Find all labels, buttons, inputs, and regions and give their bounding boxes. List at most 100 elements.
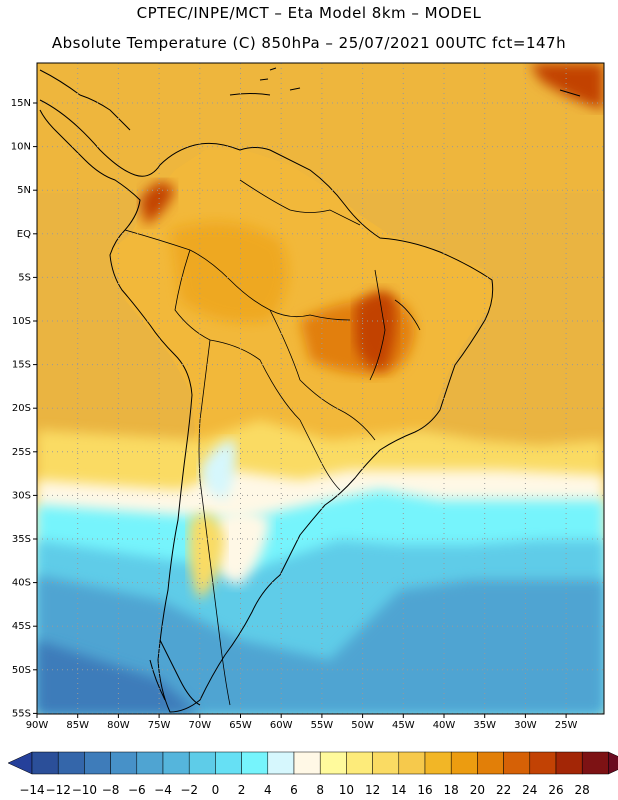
lat-label: 25S xyxy=(12,447,31,458)
lat-label: 50S xyxy=(12,665,31,676)
border-brazil-paraguay xyxy=(269,309,376,441)
lat-label: 5N xyxy=(17,185,31,196)
colorbar-label: 0 xyxy=(212,783,220,797)
map-frame xyxy=(36,62,605,715)
border-venezuela-guyana xyxy=(239,179,361,226)
colorbar-label: −4 xyxy=(154,783,172,797)
lat-label: 35S xyxy=(12,534,31,545)
colorbar-box xyxy=(31,751,59,775)
border-north xyxy=(124,229,351,321)
border-brazil-states xyxy=(369,269,421,381)
colorbar-box xyxy=(424,751,452,775)
lat-label: 10S xyxy=(12,316,31,327)
colorbar-label: 22 xyxy=(496,783,511,797)
lat-lon-grid xyxy=(37,63,604,714)
lon-label: 60W xyxy=(270,720,293,731)
latitude-labels: 15N 10N 5N EQ 5S 10S 15S 20S 25S 30S 35S 40S 45S 50S 5… xyxy=(11,98,37,719)
colorbar-label: 4 xyxy=(264,783,272,797)
lon-label: 30W xyxy=(514,720,537,731)
coastlines xyxy=(39,67,581,713)
central-america-coast xyxy=(39,69,131,131)
colorbar-label: −10 xyxy=(72,783,97,797)
colorbar-label: 2 xyxy=(238,783,246,797)
lat-label: 30S xyxy=(12,490,31,501)
lat-label: 15N xyxy=(11,98,31,109)
colorbar-label: 12 xyxy=(365,783,380,797)
colorbar-box xyxy=(398,751,426,775)
colorbar-label: 26 xyxy=(548,783,563,797)
lon-label: 85W xyxy=(66,720,89,731)
lon-label: 45W xyxy=(392,720,415,731)
colorbar-box xyxy=(188,751,216,775)
colorbar-label: −12 xyxy=(46,783,71,797)
colorbar-box xyxy=(450,751,478,775)
lon-label: 80W xyxy=(107,720,130,731)
temperature-field xyxy=(37,63,604,714)
lat-label: 5S xyxy=(18,272,31,283)
lon-label: 70W xyxy=(188,720,211,731)
colorbar-label: 6 xyxy=(290,783,298,797)
colorbar-box xyxy=(136,751,164,775)
hottest-interior-field xyxy=(355,291,397,370)
colorbar-label: −2 xyxy=(180,783,198,797)
colorbar-label: −6 xyxy=(128,783,146,797)
colorbar-label: 24 xyxy=(522,783,537,797)
lat-label: EQ xyxy=(17,229,31,240)
colorbar-box xyxy=(529,751,557,775)
lon-label: 35W xyxy=(473,720,496,731)
colorbar-low-arrow xyxy=(7,751,33,775)
colorbar-box xyxy=(293,751,321,775)
very-cold-band xyxy=(37,575,604,714)
lon-label: 55W xyxy=(311,720,334,731)
title-line-1: CPTEC/INPE/MCT – Eta Model 8km – MODEL xyxy=(136,4,482,22)
border-uruguay xyxy=(299,419,341,491)
lon-label: 25W xyxy=(555,720,578,731)
longitude-labels: 90W 85W 80W 75W 70W 65W 60W 55W 50W 45W 40W 35W 30W 2… xyxy=(26,714,578,731)
colorbar-box xyxy=(57,751,85,775)
chile-warm-strip xyxy=(188,513,225,600)
lon-label: 90W xyxy=(26,720,49,731)
lon-label: 65W xyxy=(229,720,252,731)
colorbar-label: 18 xyxy=(444,783,459,797)
colorbar-box xyxy=(319,751,347,775)
lat-label: 10N xyxy=(11,142,31,153)
island-outlines xyxy=(259,67,581,97)
colorbar: −14 −12 −10 −8 −6 −4 −2 0 2 4 6 8 10 12 14 16 18 20 22 24 26… xyxy=(7,751,618,797)
south-america-coast xyxy=(39,99,494,713)
lon-label: 50W xyxy=(351,720,374,731)
temperature-map: 15N 10N 5N EQ 5S 10S 15S 20S 25S 30S 35S 40S 45S 50S 5… xyxy=(11,62,605,731)
colorbar-label: 14 xyxy=(391,783,406,797)
colorbar-box xyxy=(372,751,400,775)
lat-label: 20S xyxy=(12,403,31,414)
lon-label: 40W xyxy=(433,720,456,731)
colorbar-box xyxy=(346,751,373,775)
argentina-mild-tongue xyxy=(210,510,270,585)
colorbar-box xyxy=(241,751,269,775)
andes-cold-spot xyxy=(200,440,237,500)
border-andes xyxy=(198,339,231,706)
colorbar-box xyxy=(162,751,190,775)
border-peru-bolivia xyxy=(174,249,301,421)
andes-warm-field xyxy=(140,182,175,225)
patagonia-fjords xyxy=(149,639,201,706)
colorbar-boxes xyxy=(7,751,618,775)
colorbar-labels: −14 −12 −10 −8 −6 −4 −2 0 2 4 6 8 10 12 14 16 18 20 22 24 26… xyxy=(19,783,590,797)
colorbar-label: 28 xyxy=(575,783,590,797)
lat-label: 45S xyxy=(12,621,31,632)
colorbar-label: 10 xyxy=(339,783,354,797)
colorbar-label: 16 xyxy=(417,783,432,797)
title-line-2: Absolute Temperature (C) 850hPa – 25/07/… xyxy=(51,34,567,52)
caribbean-islands xyxy=(229,93,271,96)
colorbar-high-arrow xyxy=(608,751,618,775)
colorbar-label: 20 xyxy=(470,783,485,797)
colorbar-box xyxy=(477,751,504,775)
colorbar-box xyxy=(555,751,583,775)
hot-spot-northeast xyxy=(530,63,604,110)
lat-label: 55S xyxy=(12,708,31,719)
lon-label: 75W xyxy=(148,720,171,731)
colorbar-box xyxy=(267,751,295,775)
colorbar-label: 8 xyxy=(316,783,324,797)
colorbar-box xyxy=(503,751,531,775)
amazon-warm-field xyxy=(170,222,288,323)
colorbar-box xyxy=(110,751,138,775)
